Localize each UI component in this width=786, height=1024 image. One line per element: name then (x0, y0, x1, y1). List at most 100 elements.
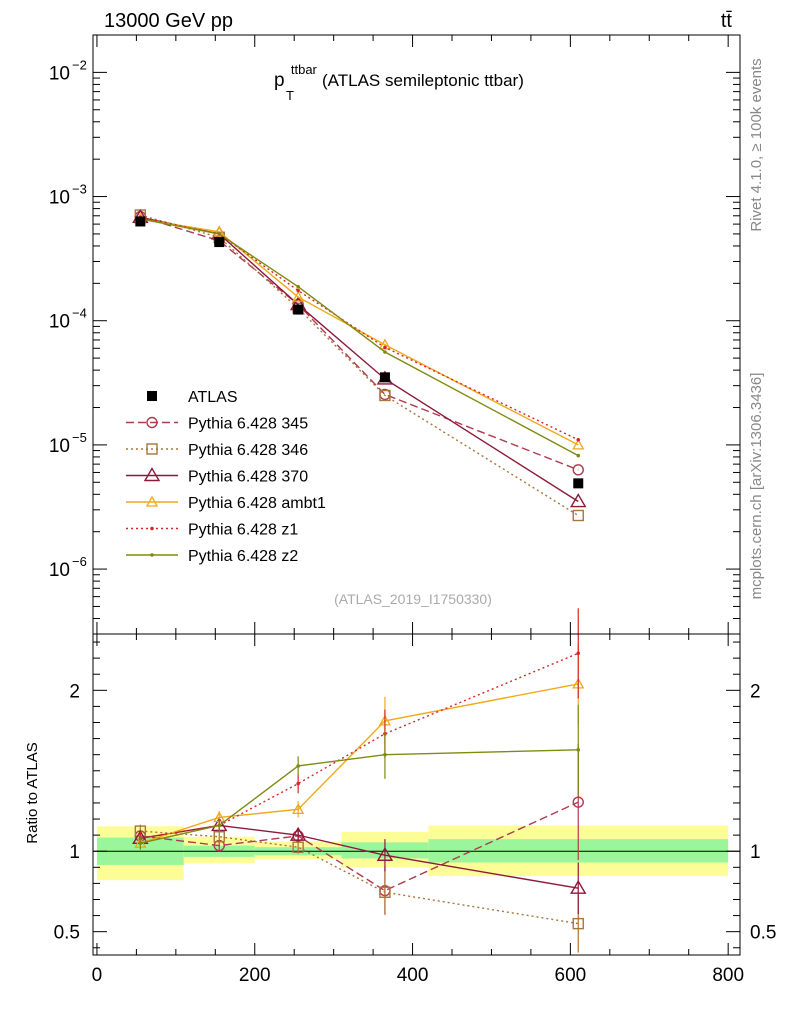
ratio-2-point-4 (570, 879, 587, 894)
series-0 (134, 210, 584, 476)
y-tick-exp-3: −5 (72, 430, 87, 445)
ratio-4-point-2 (296, 781, 300, 786)
series-3 (134, 212, 585, 450)
ratio-line-1 (140, 830, 579, 925)
atlas-data (135, 216, 584, 489)
legend: ATLAS Pythia 6.428 345 Pythia 6.428 346 Pyt… (126, 389, 326, 565)
mcplots-label: mcplots.cern.ch [arXiv:1306.3436] (748, 373, 765, 600)
series-1-point-3 (379, 389, 391, 402)
atlas-point-3 (379, 372, 390, 383)
legend-swatch-marker-6 (150, 553, 154, 557)
ratio-tick-label-right-1: 1 (750, 842, 761, 863)
legend-swatch-marker-5 (150, 526, 154, 531)
ratio-5-point-0 (138, 841, 143, 845)
y-tick-label-4: 10 (49, 560, 70, 581)
ratio-series-5 (138, 704, 581, 850)
ratio-1-point-2 (292, 841, 304, 853)
y-tick-label-2: 10 (49, 312, 70, 333)
legend-label-3: Pythia 6.428 370 (188, 469, 308, 486)
ratio-0-point-4 (572, 796, 584, 808)
ratio-1-point-3 (379, 886, 391, 898)
series-2-point-4 (570, 493, 587, 508)
ratio-series-4 (138, 608, 581, 845)
series-4-point-2 (296, 288, 300, 293)
atlas-point-2 (293, 304, 304, 315)
series-4-point-3 (383, 345, 387, 350)
series-2 (132, 208, 587, 508)
legend-entry-4: Pythia 6.428 ambt1 (126, 495, 326, 512)
ratio-frame (92, 633, 741, 956)
main-series (132, 208, 587, 522)
legend-swatch-marker-0 (147, 391, 157, 401)
y-tick-exp-4: −6 (72, 554, 87, 569)
ratio-line-3 (140, 683, 579, 844)
atlas-point-0 (135, 216, 146, 227)
ratio-line-4 (140, 652, 579, 840)
legend-entry-6: Pythia 6.428 z2 (126, 548, 298, 565)
ratio-tick-label-left-0: 0.5 (54, 923, 80, 944)
legend-label-1: Pythia 6.428 345 (188, 416, 308, 433)
title-rest: (ATLAS semileptonic ttbar) (322, 71, 524, 90)
ratio-5-point-3 (383, 752, 387, 757)
legend-label-6: Pythia 6.428 z2 (188, 548, 298, 565)
ratio-y-axis-label: Ratio to ATLAS (24, 742, 41, 843)
legend-label-4: Pythia 6.428 ambt1 (188, 495, 326, 512)
collision-label: 13000 GeV pp (104, 10, 233, 32)
ratio-5-point-1 (217, 823, 222, 828)
series-5-point-2 (296, 284, 300, 289)
ratio-4-point-4 (576, 651, 581, 656)
series-3-point-1 (213, 225, 226, 237)
ratio-2-point-2 (289, 826, 307, 841)
ratio-3-point-2 (292, 803, 305, 815)
atlas-point-1 (214, 237, 225, 248)
series-line-3 (140, 218, 579, 446)
ratio-1-point-4 (572, 917, 584, 930)
legend-label-2: Pythia 6.428 346 (188, 442, 308, 459)
y-tick-exp-2: −4 (72, 306, 87, 321)
legend-swatch-marker-4 (145, 495, 159, 507)
x-tick-label-1: 200 (239, 965, 271, 986)
legend-entry-3: Pythia 6.428 370 (126, 467, 308, 486)
atlas-point-4 (573, 478, 584, 489)
legend-entry-5: Pythia 6.428 z1 (126, 522, 298, 539)
ratio-tick-label-left-2: 2 (69, 681, 80, 702)
series-4-point-4 (576, 437, 581, 442)
y-tick-exp-1: −3 (72, 182, 87, 197)
process-label: tt̄ (721, 10, 733, 32)
series-5-point-4 (576, 453, 581, 458)
series-3-point-4 (572, 438, 585, 450)
legend-entry-0: ATLAS (147, 389, 238, 406)
ratio-tick-label-right-0: 0.5 (750, 923, 776, 944)
series-5 (138, 217, 581, 458)
ratio-uncertainty-bands (96, 825, 729, 881)
x-tick-label-4: 800 (712, 965, 744, 986)
ratio-series (132, 608, 587, 953)
legend-swatch-marker-1 (146, 416, 158, 429)
series-0-point-4 (572, 464, 584, 476)
title-superscript: ttbar (291, 62, 318, 77)
series-1-point-4 (572, 509, 584, 522)
legend-entry-2: Pythia 6.428 346 (126, 442, 308, 459)
legend-entry-1: Pythia 6.428 345 (126, 416, 308, 433)
legend-swatch-marker-2 (146, 443, 158, 455)
ratio-tick-label-right-2: 2 (750, 681, 761, 702)
title-subscript: T (286, 88, 294, 103)
series-3-point-2 (292, 290, 305, 302)
analysis-id-label: (ATLAS_2019_I1750330) (334, 591, 492, 607)
y-tick-label-3: 10 (49, 436, 70, 457)
series-line-4 (140, 216, 579, 441)
y-tick-label-0: 10 (49, 63, 70, 84)
rivet-version-label: Rivet 4.1.0, ≥ 100k events (748, 58, 765, 231)
main-frame (92, 34, 741, 635)
x-tick-label-3: 600 (555, 965, 587, 986)
ratio-2-point-3 (376, 846, 394, 861)
series-5-point-1 (217, 232, 222, 236)
y-tick-exp-0: −2 (72, 57, 87, 72)
plot-title: p ttbar T (ATLAS semileptonic ttbar) (274, 58, 524, 105)
title-main: p (274, 70, 285, 91)
x-tick-label-0: 0 (92, 965, 103, 986)
legend-label-0: ATLAS (188, 389, 238, 406)
x-tick-label-2: 400 (397, 965, 429, 986)
